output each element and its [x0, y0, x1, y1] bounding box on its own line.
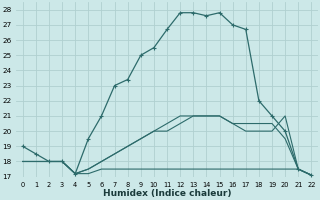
X-axis label: Humidex (Indice chaleur): Humidex (Indice chaleur) [103, 189, 231, 198]
